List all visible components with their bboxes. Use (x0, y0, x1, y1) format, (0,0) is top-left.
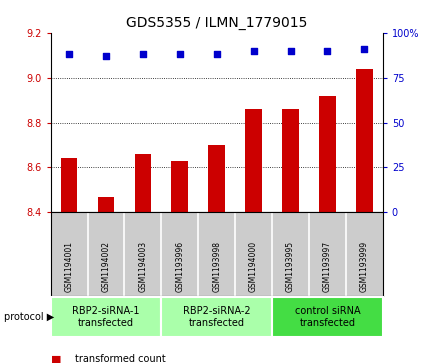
Text: GSM1194002: GSM1194002 (102, 241, 110, 292)
Bar (246, 109, 262, 212)
Text: RBP2-siRNA-1
transfected: RBP2-siRNA-1 transfected (72, 306, 140, 327)
Point (176, 51, 183, 57)
Point (139, 51, 147, 57)
Text: ■: ■ (51, 354, 61, 363)
Bar (98, 197, 114, 212)
Text: GSM1194003: GSM1194003 (138, 241, 147, 292)
Text: GSM1193998: GSM1193998 (212, 241, 221, 292)
Point (361, 46, 368, 52)
FancyBboxPatch shape (272, 297, 383, 337)
Text: GSM1194001: GSM1194001 (65, 241, 73, 292)
Bar (172, 161, 188, 212)
Point (103, 53, 110, 59)
Bar (356, 69, 373, 212)
Point (287, 48, 294, 54)
Bar (61, 158, 77, 212)
Point (213, 51, 220, 57)
Text: control siRNA
transfected: control siRNA transfected (295, 306, 360, 327)
Bar (282, 109, 299, 212)
Text: GSM1193997: GSM1193997 (323, 241, 332, 292)
Text: GSM1193995: GSM1193995 (286, 241, 295, 292)
Text: GSM1193996: GSM1193996 (175, 241, 184, 292)
Text: transformed count: transformed count (75, 354, 165, 363)
Text: GSM1193999: GSM1193999 (360, 241, 369, 292)
Point (250, 48, 257, 54)
Text: protocol ▶: protocol ▶ (4, 312, 55, 322)
Point (324, 48, 331, 54)
Point (66, 51, 73, 57)
Bar (319, 95, 336, 212)
Bar (209, 145, 225, 212)
FancyBboxPatch shape (51, 297, 161, 337)
Bar (135, 154, 151, 212)
FancyBboxPatch shape (161, 297, 272, 337)
Title: GDS5355 / ILMN_1779015: GDS5355 / ILMN_1779015 (126, 16, 308, 30)
Text: RBP2-siRNA-2
transfected: RBP2-siRNA-2 transfected (183, 306, 250, 327)
Text: GSM1194000: GSM1194000 (249, 241, 258, 292)
